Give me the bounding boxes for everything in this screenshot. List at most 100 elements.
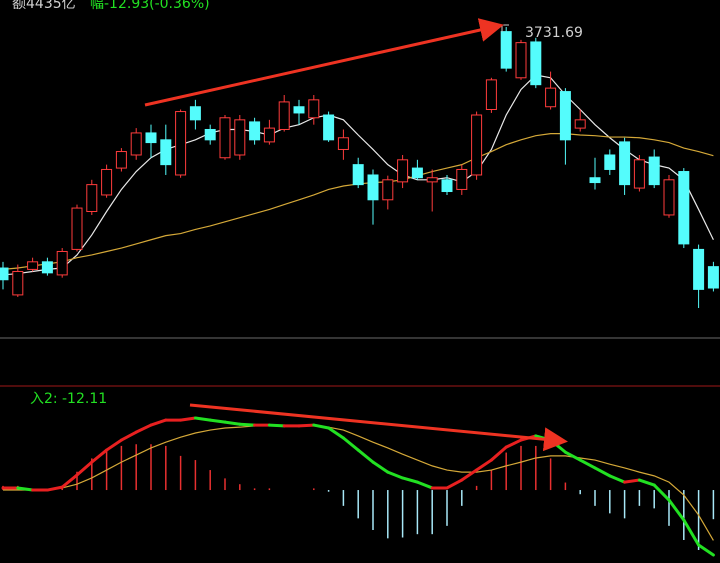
dif-segment bbox=[193, 416, 212, 422]
candle-body bbox=[101, 168, 113, 196]
candle-body bbox=[367, 174, 379, 201]
dif-segment bbox=[475, 458, 493, 472]
candle-body bbox=[411, 167, 423, 179]
candle-body bbox=[530, 41, 542, 86]
dif-segment bbox=[593, 466, 612, 478]
dif-segment bbox=[312, 423, 331, 430]
candle-body bbox=[633, 159, 645, 189]
candle-body bbox=[115, 151, 127, 169]
candle-body bbox=[160, 139, 172, 166]
candle-body bbox=[308, 99, 320, 119]
dif-segment bbox=[415, 480, 434, 490]
candle-body bbox=[515, 42, 527, 79]
dif-segment bbox=[697, 543, 715, 557]
amount: 额4435亿 bbox=[12, 0, 76, 12]
candle-body bbox=[204, 128, 216, 141]
change: 幅-12.93(-0.36%) bbox=[90, 0, 210, 12]
candle-body bbox=[189, 106, 201, 121]
candle-body bbox=[337, 137, 349, 150]
dif-segment bbox=[75, 460, 94, 477]
dif-segment bbox=[327, 426, 345, 440]
dif-segment bbox=[667, 498, 686, 522]
dif-segment bbox=[16, 486, 35, 492]
dif-segment bbox=[149, 418, 168, 427]
dif-segment bbox=[105, 438, 123, 452]
candle-body bbox=[175, 111, 187, 176]
dif-segment bbox=[134, 423, 153, 434]
candle-body bbox=[234, 119, 246, 156]
candle-body bbox=[545, 87, 557, 108]
dif-segment bbox=[341, 436, 360, 452]
dif-segment bbox=[60, 473, 79, 489]
candle-body bbox=[707, 266, 719, 289]
candle-body bbox=[86, 184, 98, 213]
dif-segment bbox=[45, 485, 64, 492]
moving-average bbox=[2, 74, 714, 276]
dif-segment bbox=[578, 458, 597, 470]
peak-label: 3731.69 bbox=[525, 25, 583, 41]
candle-body bbox=[589, 177, 601, 184]
candle-body bbox=[500, 31, 512, 69]
dif-segment bbox=[652, 483, 671, 502]
candle-body bbox=[278, 101, 290, 130]
dif-segment bbox=[489, 445, 508, 462]
candle-body bbox=[619, 141, 631, 186]
candle-body bbox=[12, 270, 24, 296]
candle-body bbox=[441, 179, 453, 193]
dif-segment bbox=[608, 474, 627, 484]
candle-body bbox=[693, 248, 705, 290]
candle-body bbox=[41, 261, 53, 274]
candle-body bbox=[145, 132, 157, 144]
dif-segment bbox=[119, 430, 138, 442]
candle-body bbox=[574, 119, 586, 129]
candle-body bbox=[426, 177, 438, 183]
candle-body bbox=[648, 156, 660, 186]
dif-segment bbox=[637, 478, 656, 487]
candle-body bbox=[471, 114, 483, 176]
dif-segment bbox=[563, 450, 582, 462]
candle-body bbox=[71, 207, 83, 250]
dif-segment bbox=[401, 476, 419, 484]
candle-body bbox=[56, 250, 68, 276]
candle-body bbox=[219, 117, 231, 159]
dif-segment bbox=[179, 416, 197, 422]
candle-body bbox=[323, 114, 335, 141]
dif-segment bbox=[460, 468, 479, 482]
dif-segment bbox=[208, 418, 227, 424]
candle-body bbox=[263, 127, 275, 143]
dif-segment bbox=[386, 470, 405, 480]
candle-body bbox=[130, 132, 142, 156]
candle-body bbox=[249, 121, 261, 141]
dif-segment bbox=[267, 423, 286, 428]
candle-body bbox=[397, 159, 409, 183]
candle-body bbox=[382, 179, 394, 201]
dif-segment bbox=[223, 420, 242, 426]
trend-arrow bbox=[144, 18, 504, 107]
dif-segment bbox=[238, 422, 257, 427]
candle-body bbox=[352, 164, 364, 186]
dea-label: 入2: bbox=[30, 391, 58, 407]
candle-body bbox=[678, 171, 690, 245]
dif-segment bbox=[297, 423, 316, 428]
candle-body bbox=[293, 106, 305, 114]
candle-body bbox=[604, 154, 616, 170]
dif-segment bbox=[445, 478, 464, 490]
candle-body bbox=[27, 261, 39, 270]
dif-segment bbox=[371, 460, 390, 474]
trend-arrow bbox=[189, 403, 568, 452]
candle-body bbox=[663, 179, 675, 216]
candle-body bbox=[485, 79, 497, 110]
candle-body bbox=[0, 267, 9, 281]
candle-body bbox=[456, 168, 468, 190]
dif-segment bbox=[356, 448, 375, 464]
dea-line bbox=[3, 425, 714, 541]
dif-segment bbox=[504, 438, 523, 449]
dif-segment bbox=[623, 478, 641, 484]
dif-segment bbox=[90, 448, 109, 464]
candle-body bbox=[559, 91, 571, 141]
dif-segment bbox=[682, 518, 701, 547]
dea-value: -12.11 bbox=[62, 391, 107, 407]
